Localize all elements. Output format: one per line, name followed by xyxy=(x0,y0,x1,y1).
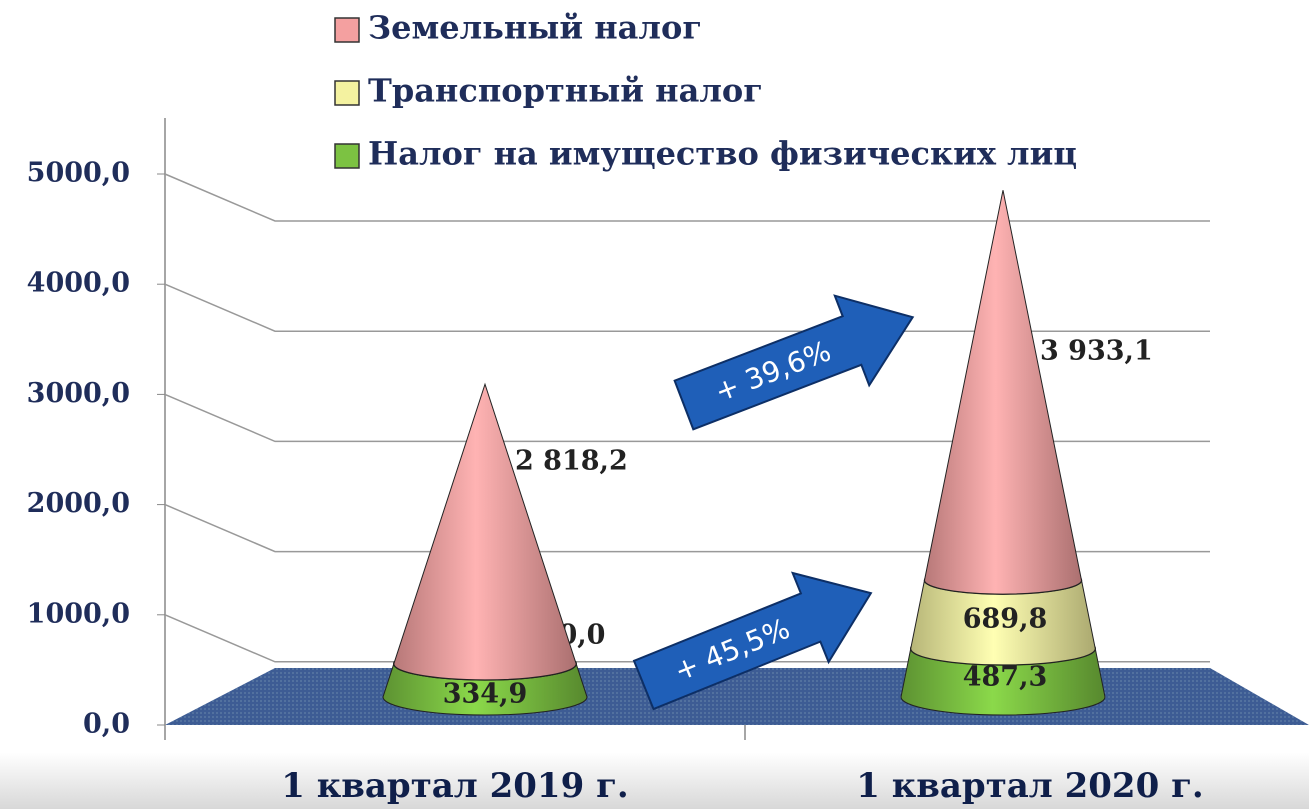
value-label: 334,9 xyxy=(443,679,528,710)
legend-swatch xyxy=(334,143,360,169)
x-tick-label: 1 квартал 2019 г. xyxy=(281,766,629,806)
value-label: 689,8 xyxy=(963,604,1048,635)
grid-line xyxy=(164,393,1210,443)
y-tick-label: 5000,0 xyxy=(27,158,130,189)
legend-label: Земельный налог xyxy=(368,9,702,47)
cone-segment xyxy=(923,190,1083,595)
value-label: 2 818,2 xyxy=(515,446,628,477)
floor xyxy=(165,668,1309,725)
grid-line xyxy=(164,173,1210,222)
legend-label: Транспортный налог xyxy=(368,72,763,110)
y-tick-label: 3000,0 xyxy=(27,378,130,409)
cone-segment xyxy=(393,382,577,681)
grid-line xyxy=(164,503,1210,553)
grid-line xyxy=(164,614,1210,663)
x-tick-label: 1 квартал 2020 г. xyxy=(856,766,1204,806)
y-tick-label: 2000,0 xyxy=(27,488,130,519)
legend-swatch xyxy=(334,17,360,43)
legend-label: Налог на имущество физических лиц xyxy=(368,135,1077,173)
arrow-shape xyxy=(673,294,915,431)
value-label: 487,3 xyxy=(963,662,1048,693)
value-label: 3 933,1 xyxy=(1040,336,1153,367)
legend-swatch xyxy=(334,80,360,106)
arrow-shape xyxy=(632,571,873,711)
y-tick-label: 0,0 xyxy=(83,709,130,740)
y-tick-label: 4000,0 xyxy=(27,268,130,299)
y-tick-label: 1000,0 xyxy=(27,598,130,629)
